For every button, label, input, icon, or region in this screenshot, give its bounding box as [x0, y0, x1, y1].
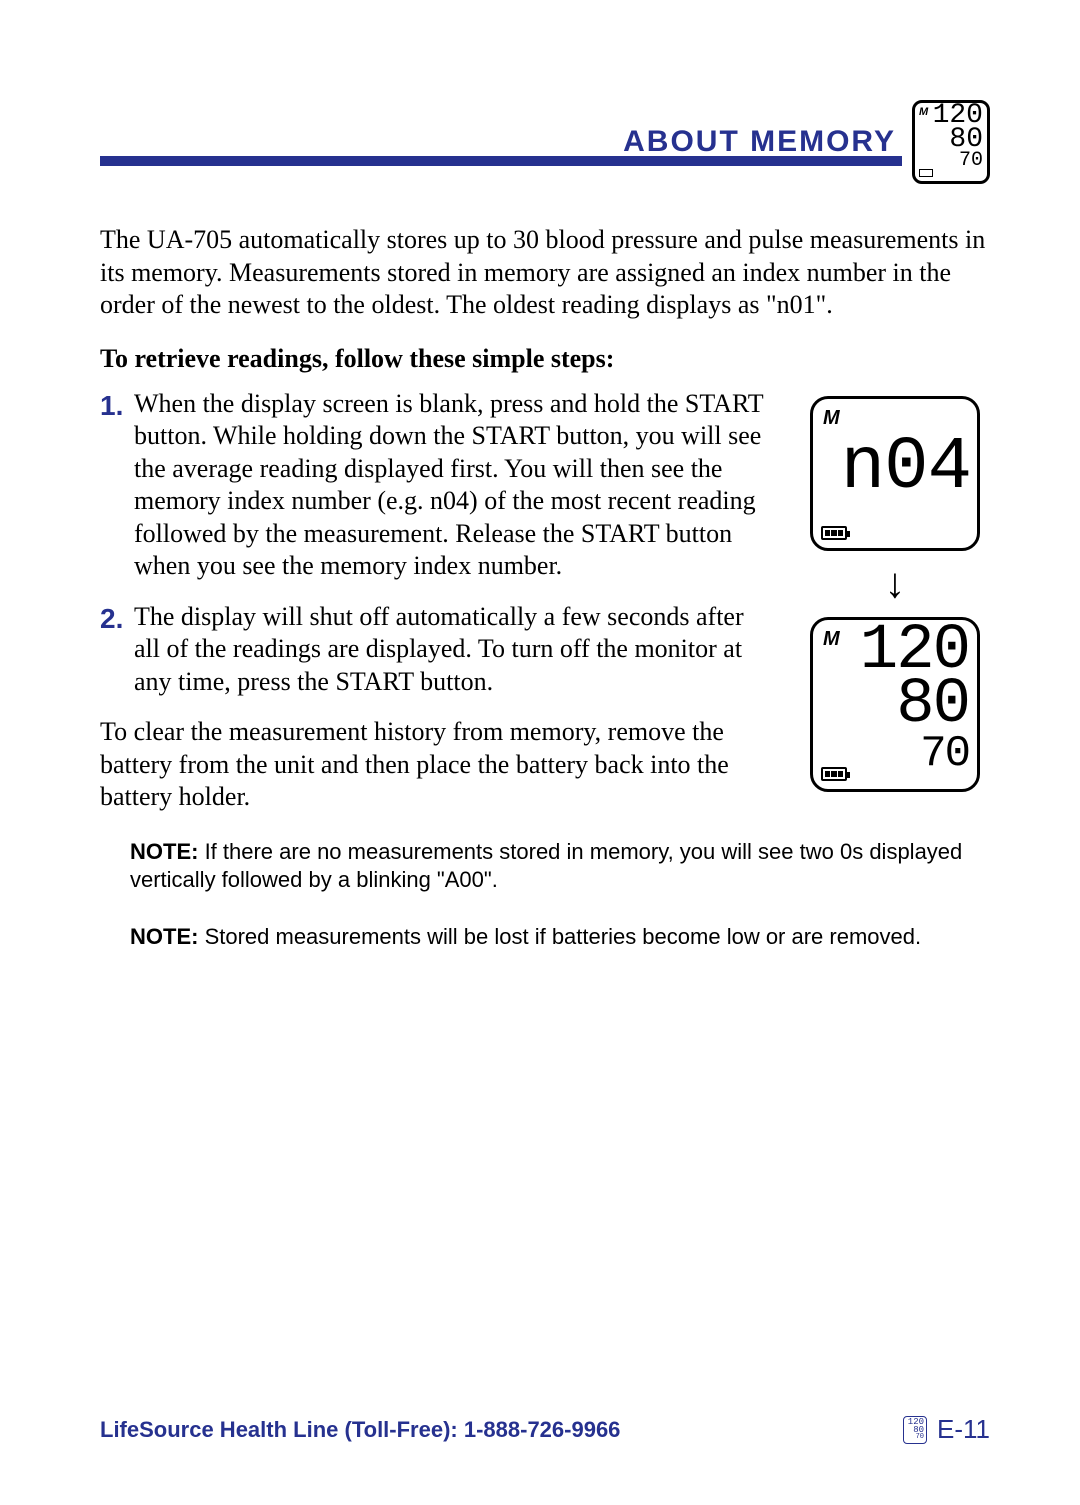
content-row: 1. When the display screen is blank, pre… [100, 388, 990, 838]
battery-icon [919, 169, 933, 177]
steps-heading: To retrieve readings, follow these simpl… [100, 344, 990, 374]
section-title: ABOUT MEMORY [623, 125, 896, 159]
memory-indicator-icon: M [919, 106, 928, 118]
lcd-reading-display: M 120 80 70 [810, 617, 980, 792]
note-1: NOTE: If there are no measurements store… [130, 838, 990, 895]
clear-memory-paragraph: To clear the measurement history from me… [100, 716, 776, 814]
step-text: The display will shut off automatically … [134, 601, 776, 699]
page-number: E-11 [937, 1414, 990, 1445]
intro-paragraph: The UA-705 automatically stores up to 30… [100, 224, 990, 322]
step-1: 1. When the display screen is blank, pre… [100, 388, 776, 583]
header-lcd-icon: M 120 80 70 [912, 100, 990, 184]
footer-lcd-icon: 1208070 [903, 1416, 927, 1444]
battery-icon [821, 767, 847, 781]
note-text: If there are no measurements stored in m… [130, 839, 962, 893]
footer-health-line: LifeSource Health Line (Toll-Free): 1-88… [100, 1417, 620, 1443]
note-label: NOTE: [130, 924, 198, 949]
footer-page-number-group: 1208070 E-11 [903, 1414, 990, 1445]
note-label: NOTE: [130, 839, 198, 864]
memory-indicator-icon: M [823, 628, 840, 651]
page-footer: LifeSource Health Line (Toll-Free): 1-88… [100, 1414, 990, 1445]
diastolic-value: 80 [896, 678, 969, 732]
figure-column: M n04 ↓ M 120 80 70 [800, 388, 990, 838]
header-rule [100, 156, 902, 166]
memory-indicator-icon: M [823, 407, 840, 430]
step-number: 1. [100, 388, 128, 583]
step-number: 2. [100, 601, 128, 699]
manual-page: ABOUT MEMORY M 120 80 70 The UA-705 auto… [0, 0, 1080, 1505]
pulse-value: 70 [920, 736, 969, 773]
mini-pulse: 70 [959, 153, 983, 169]
section-header: ABOUT MEMORY M 120 80 70 [100, 100, 990, 184]
battery-icon [821, 526, 847, 540]
step-text: When the display screen is blank, press … [134, 388, 776, 583]
arrow-down-icon: ↓ [885, 563, 906, 605]
lcd-index-display: M n04 [810, 396, 980, 551]
text-column: 1. When the display screen is blank, pre… [100, 388, 776, 838]
memory-index-value: n04 [841, 437, 971, 500]
note-2: NOTE: Stored measurements will be lost i… [130, 923, 990, 952]
step-2: 2. The display will shut off automatical… [100, 601, 776, 699]
note-text: Stored measurements will be lost if batt… [198, 924, 921, 949]
